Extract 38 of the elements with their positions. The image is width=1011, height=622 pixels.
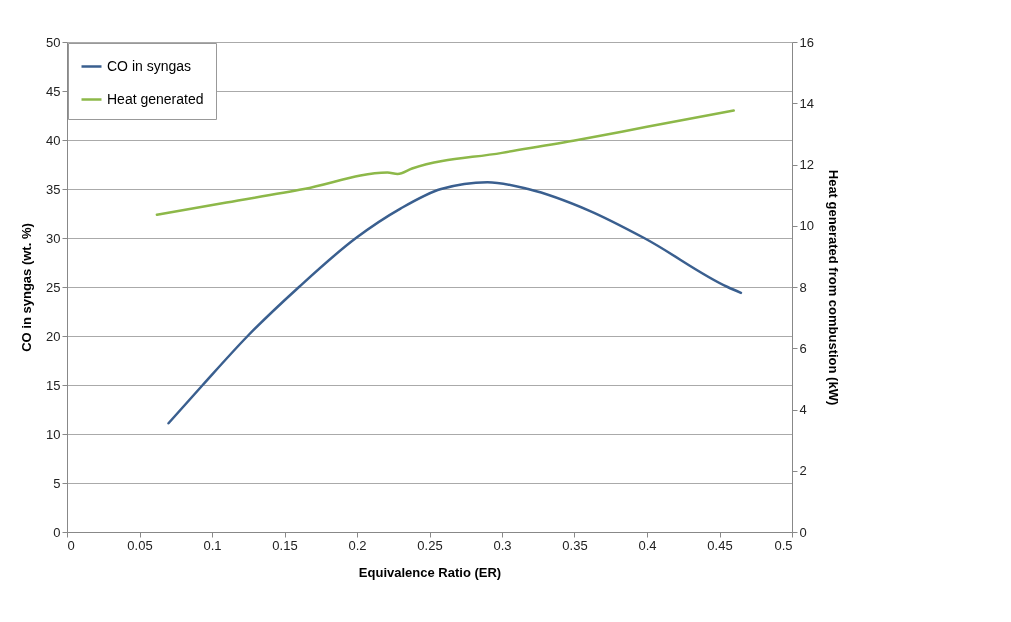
y2-axis-title: Heat generated from combustion (kW) — [825, 169, 841, 406]
x-tick-label: 0 — [67, 537, 75, 553]
x-tick-label: 0.5 — [774, 537, 793, 553]
y-tick-label: 50 — [46, 34, 61, 50]
y2-tick-label: 6 — [799, 340, 807, 356]
x-tick-label: 0.1 — [203, 537, 222, 553]
y-tick-label: 5 — [53, 475, 61, 491]
x-tick-label: 0.15 — [272, 537, 298, 553]
x-axis-title: Equivalence Ratio (ER) — [358, 564, 502, 580]
y-tick-label: 30 — [46, 230, 61, 246]
legend-label: Heat generated — [107, 90, 204, 107]
x-tick-label: 0.2 — [348, 537, 367, 553]
y2-tick-label: 16 — [799, 34, 814, 50]
y2-tick-label: 2 — [799, 463, 807, 479]
y-tick-label: 15 — [46, 377, 61, 393]
line-series — [167, 180, 743, 425]
y-axis-title: CO in syngas (wt. %) — [19, 223, 35, 352]
y-tick-label: 20 — [46, 328, 61, 344]
line-series — [155, 109, 735, 216]
y-tick-label: 25 — [46, 279, 61, 295]
y-tick-label: 35 — [46, 181, 61, 197]
y2-tick-label: 14 — [799, 95, 814, 111]
x-tick-label: 0.35 — [562, 537, 588, 553]
y2-tick-label: 10 — [799, 218, 814, 234]
x-tick-label: 0.45 — [707, 537, 733, 553]
x-tick-label: 0.05 — [127, 537, 153, 553]
y-tick-label: 0 — [53, 524, 61, 540]
y2-tick-label: 4 — [799, 402, 807, 417]
legend-label: CO in syngas — [107, 57, 192, 74]
y-tick-label: 40 — [46, 132, 61, 148]
y2-tick-label: 12 — [799, 157, 814, 172]
y2-tick-label: 8 — [799, 279, 807, 295]
y2-tick-label: 0 — [799, 524, 807, 540]
y-tick-label: 10 — [46, 426, 61, 442]
x-tick-label: 0.25 — [417, 537, 443, 553]
x-tick-label: 0.3 — [493, 537, 512, 553]
y-tick-label: 45 — [46, 83, 61, 99]
x-tick-label: 0.4 — [638, 537, 657, 553]
